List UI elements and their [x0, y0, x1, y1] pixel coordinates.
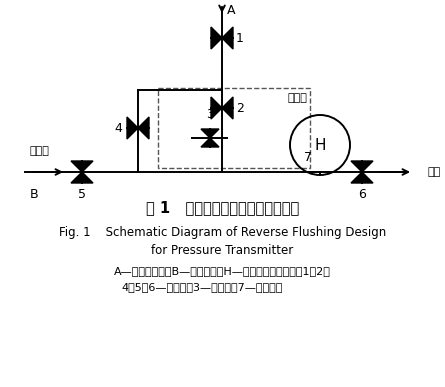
Polygon shape — [211, 97, 222, 119]
Text: 反冲水: 反冲水 — [30, 146, 50, 156]
Polygon shape — [71, 161, 93, 172]
Polygon shape — [222, 27, 233, 49]
Text: 1: 1 — [236, 31, 244, 45]
Polygon shape — [211, 27, 222, 49]
Text: 4、5、6—截止阀；3—排污阀；7—排污丝堵: 4、5、6—截止阀；3—排污阀；7—排污丝堵 — [122, 282, 283, 292]
Bar — [158, 88, 310, 168]
Text: 5: 5 — [78, 188, 86, 201]
Text: for Pressure Transmitter: for Pressure Transmitter — [151, 244, 294, 257]
Polygon shape — [201, 138, 219, 147]
Text: 3: 3 — [206, 108, 214, 121]
Polygon shape — [71, 172, 93, 183]
Text: A—接过程压力；B—接反冲水；H—压力变送器高压侧；1、2、: A—接过程压力；B—接反冲水；H—压力变送器高压侧；1、2、 — [114, 266, 331, 276]
Text: 二阀组: 二阀组 — [287, 93, 307, 103]
Text: H: H — [314, 137, 326, 152]
Polygon shape — [351, 161, 373, 172]
Polygon shape — [127, 117, 138, 139]
Text: 4: 4 — [114, 122, 122, 135]
Polygon shape — [351, 172, 373, 183]
Text: 图 1   压力变送器反冲水设计示意图: 图 1 压力变送器反冲水设计示意图 — [146, 200, 299, 215]
Text: Fig. 1    Schematic Diagram of Reverse Flushing Design: Fig. 1 Schematic Diagram of Reverse Flus… — [59, 226, 386, 239]
Text: 7: 7 — [304, 151, 312, 164]
Polygon shape — [138, 117, 149, 139]
Text: 地漏: 地漏 — [427, 167, 440, 177]
Polygon shape — [201, 129, 219, 138]
Text: A: A — [227, 3, 235, 17]
Text: B: B — [30, 188, 39, 201]
Polygon shape — [222, 97, 233, 119]
Text: 6: 6 — [358, 188, 366, 201]
Text: 2: 2 — [236, 101, 244, 115]
